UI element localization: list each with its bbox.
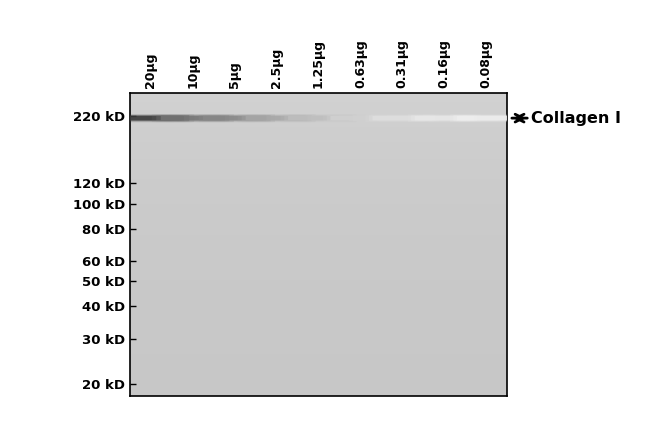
FancyBboxPatch shape	[246, 116, 307, 120]
FancyBboxPatch shape	[450, 114, 522, 122]
FancyBboxPatch shape	[288, 116, 349, 120]
FancyBboxPatch shape	[203, 116, 266, 120]
Text: Collagen I: Collagen I	[531, 111, 621, 125]
FancyBboxPatch shape	[323, 114, 398, 122]
FancyBboxPatch shape	[108, 114, 194, 122]
FancyBboxPatch shape	[284, 115, 353, 121]
FancyBboxPatch shape	[199, 115, 270, 121]
FancyBboxPatch shape	[280, 114, 357, 122]
FancyBboxPatch shape	[194, 114, 275, 122]
FancyBboxPatch shape	[152, 114, 234, 122]
FancyBboxPatch shape	[411, 115, 477, 121]
FancyBboxPatch shape	[242, 115, 311, 121]
FancyBboxPatch shape	[330, 116, 391, 120]
FancyBboxPatch shape	[118, 116, 185, 120]
FancyBboxPatch shape	[415, 116, 474, 120]
FancyBboxPatch shape	[372, 116, 432, 120]
FancyBboxPatch shape	[112, 115, 189, 121]
FancyBboxPatch shape	[156, 115, 229, 121]
FancyBboxPatch shape	[238, 114, 316, 122]
FancyBboxPatch shape	[327, 115, 394, 121]
FancyBboxPatch shape	[369, 115, 436, 121]
FancyBboxPatch shape	[457, 116, 515, 120]
FancyBboxPatch shape	[453, 115, 519, 121]
FancyBboxPatch shape	[365, 114, 439, 122]
FancyBboxPatch shape	[161, 116, 225, 120]
FancyBboxPatch shape	[408, 114, 480, 122]
